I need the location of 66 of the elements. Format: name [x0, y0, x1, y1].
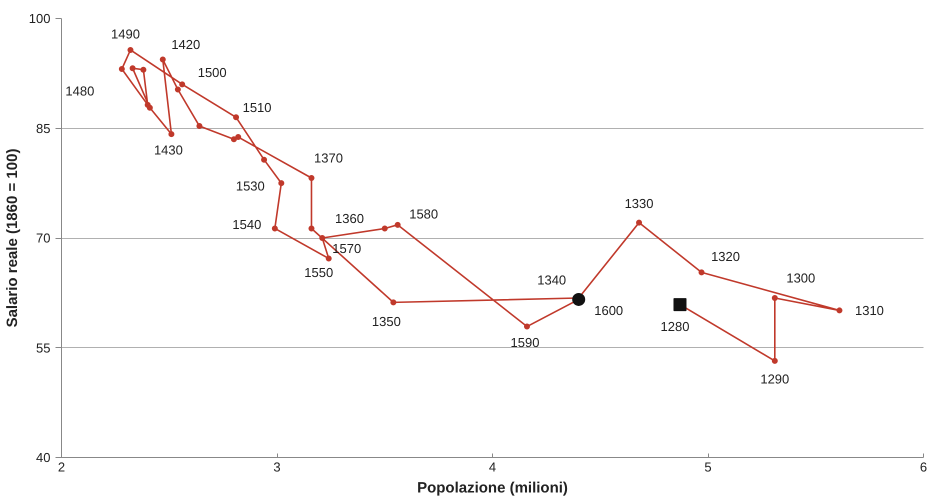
point: [308, 225, 314, 232]
annotation: 1320: [711, 248, 740, 264]
annotation: 1340: [537, 272, 566, 288]
point: [130, 65, 136, 72]
point: [772, 295, 778, 301]
point: [673, 298, 686, 312]
x-tick-label: 5: [704, 460, 712, 474]
point: [524, 324, 530, 330]
annotation: 1350: [372, 314, 401, 329]
annotation: 1360: [335, 210, 364, 226]
point: [698, 269, 705, 276]
y-tick-label: 55: [36, 340, 51, 356]
annotation: 1480: [65, 83, 94, 98]
point: [382, 225, 388, 232]
point: [572, 292, 586, 306]
y-tick-label: 70: [36, 230, 51, 246]
annotation: 1590: [510, 335, 540, 350]
point: [326, 255, 332, 262]
y-tick-label: 85: [36, 120, 51, 136]
point: [235, 134, 242, 140]
point: [636, 220, 642, 226]
annotation: 1540: [232, 216, 262, 232]
x-tick-label: 4: [488, 460, 496, 474]
annotation: 1600: [594, 302, 624, 318]
x-tick-label: 3: [273, 460, 281, 474]
point: [144, 102, 151, 108]
point: [278, 180, 284, 186]
annotation: 1580: [409, 206, 438, 222]
annotation: 1370: [314, 150, 343, 166]
x-tick-label: 2: [58, 460, 66, 474]
point: [179, 81, 186, 88]
annotation: 1420: [171, 36, 200, 52]
annotation: 1330: [624, 196, 654, 212]
annotation: 1430: [154, 142, 183, 158]
x-axis-title: Popolazione (milioni): [417, 480, 568, 496]
point: [174, 86, 181, 92]
annotation: 1550: [304, 264, 334, 280]
x-tick-label: 6: [920, 460, 928, 474]
annotation: 1500: [198, 64, 227, 80]
point: [140, 66, 146, 73]
point: [261, 156, 268, 163]
point: [319, 235, 326, 241]
point: [308, 175, 314, 181]
point: [127, 46, 134, 53]
annotation: 1570: [332, 240, 362, 256]
y-tick-label: 100: [28, 11, 51, 26]
annotation: 1290: [760, 371, 790, 386]
annotation: 1510: [242, 100, 272, 115]
point: [272, 225, 278, 232]
annotation: 1280: [660, 319, 690, 334]
point: [772, 358, 778, 364]
y-tick-label: 40: [36, 450, 51, 465]
point: [233, 114, 240, 120]
y-axis-title: Salario reale (1860 = 100): [4, 148, 21, 328]
point: [196, 123, 202, 130]
annotation: 1530: [236, 178, 265, 194]
annotation: 1300: [786, 270, 816, 286]
point: [390, 299, 396, 306]
point: [160, 56, 166, 62]
point: [836, 307, 842, 314]
point: [394, 222, 401, 228]
annotation: 1490: [111, 26, 140, 42]
point: [118, 66, 125, 72]
annotation: 1310: [854, 302, 884, 318]
point: [168, 131, 174, 138]
point: [230, 136, 237, 142]
